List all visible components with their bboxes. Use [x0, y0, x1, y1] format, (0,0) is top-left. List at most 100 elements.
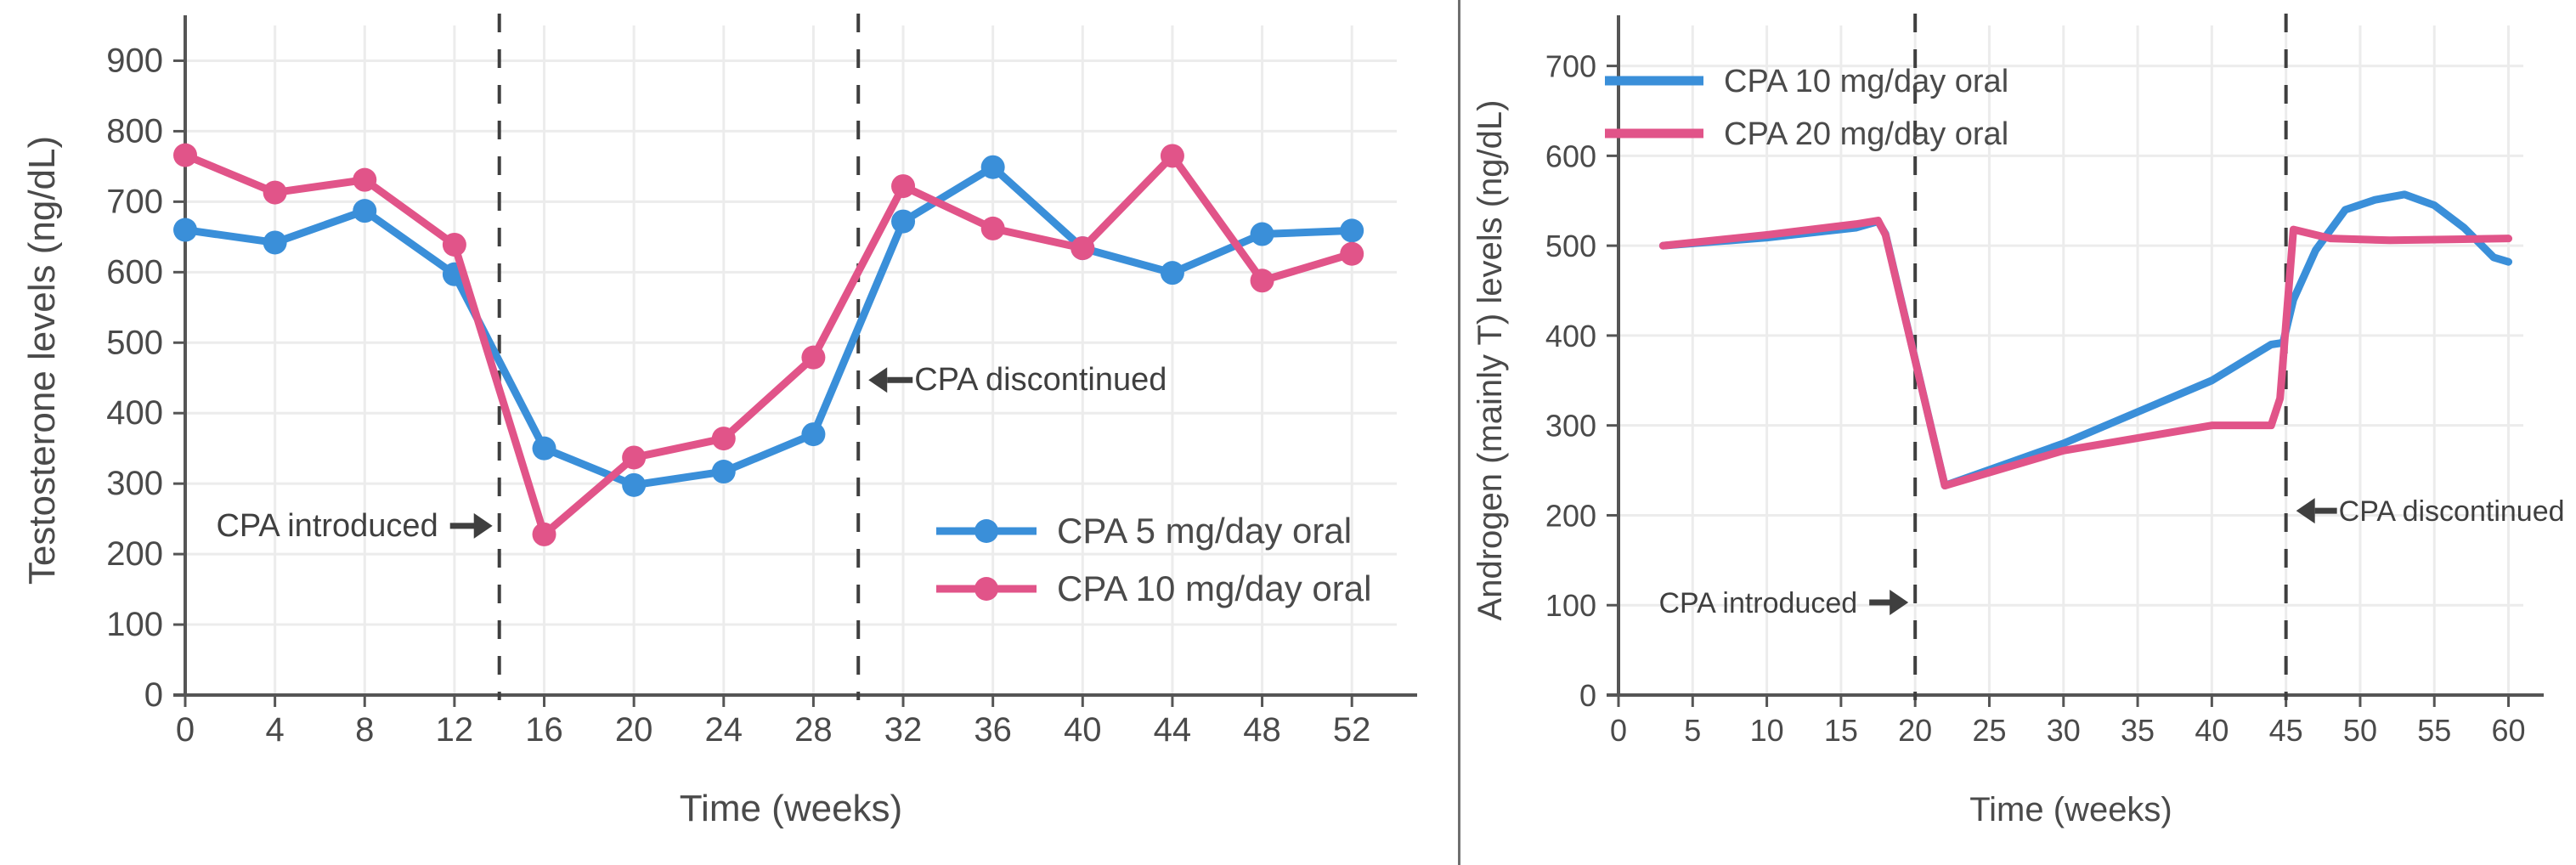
x-tick-label: 5 [1684, 713, 1701, 748]
arrow-left-icon [868, 367, 888, 393]
x-tick-label: 12 [436, 711, 474, 749]
x-tick-label: 40 [1064, 711, 1102, 749]
x-tick-label: 20 [615, 711, 653, 749]
tick-labels: 0 100 200 300 400 500 600 700 0 5 10 15 20 25 30 35 40 45… [1545, 49, 2526, 748]
x-tick-label: 35 [2121, 713, 2155, 748]
testosterone-chart-panel: 0 100 200 300 400 500 600 700 800 900 0 4 8 12 16 20 24 2… [21, 14, 1417, 829]
y-tick-label: 400 [1545, 319, 1596, 353]
x-tick-label: 55 [2417, 713, 2451, 748]
series-point [711, 460, 736, 484]
x-tick-label: 36 [974, 711, 1012, 749]
x-tick-label: 20 [1898, 713, 1932, 748]
y-tick-label: 0 [1579, 678, 1596, 713]
x-tick-label: 44 [1154, 711, 1192, 749]
legend-swatch-marker [974, 577, 998, 601]
axis-lines [173, 15, 1417, 697]
series-point [1250, 269, 1274, 293]
y-tick-label: 700 [1545, 49, 1596, 84]
x-tick-label: 16 [525, 711, 563, 749]
annotation-label: CPA introduced [1658, 587, 1857, 619]
x-tick-label: 30 [2047, 713, 2081, 748]
annotations: CPA introduced CPA discontinued [1658, 495, 2564, 619]
y-tick-label: 200 [106, 535, 163, 573]
series-point [532, 436, 556, 461]
series-point [622, 445, 647, 470]
legend-label: CPA 10 mg/day oral [1724, 64, 2008, 99]
y-tick-label: 0 [144, 676, 163, 714]
panel-divider [1458, 0, 1460, 865]
grid-lines [184, 25, 1397, 695]
series-point [980, 216, 1005, 240]
series-point [891, 209, 916, 234]
series-line [181, 163, 1356, 489]
annotations: CPA introduced CPA discontinued [216, 362, 1167, 544]
androgen-chart-panel: 0 100 200 300 400 500 600 700 0 5 10 15 20 25 30 35 40 45… [1460, 0, 2576, 865]
series-point [1160, 261, 1184, 286]
axis-lines [1607, 15, 2544, 697]
series-point [1340, 218, 1364, 243]
series-point [980, 155, 1005, 179]
series-line [181, 151, 1356, 539]
y-tick-label: 500 [1545, 229, 1596, 263]
x-tick-label: 52 [1333, 711, 1371, 749]
androgen-chart-svg: 0 100 200 300 400 500 600 700 0 5 10 15 20 25 30 35 40 45… [1472, 14, 2565, 828]
x-tick-label: 10 [1750, 713, 1784, 748]
legend-label: CPA 10 mg/day oral [1057, 568, 1371, 608]
y-tick-label: 600 [106, 253, 163, 291]
x-tick-label: 4 [266, 711, 285, 749]
y-tick-label: 200 [1545, 498, 1596, 533]
x-tick-label: 0 [1610, 713, 1627, 748]
series-point [532, 522, 556, 546]
x-tick-label: 50 [2343, 713, 2377, 748]
y-axis-title: Testosterone levels (ng/dL) [21, 136, 63, 585]
x-axis-title: Time (weeks) [1969, 791, 2172, 828]
annotation-label: CPA discontinued [2339, 495, 2565, 528]
series-point [1340, 241, 1364, 266]
x-tick-label: 40 [2195, 713, 2229, 748]
series-point [711, 427, 736, 451]
annotation-label: CPA discontinued [914, 362, 1167, 398]
event-vlines [497, 14, 861, 700]
series-point [801, 345, 826, 370]
x-tick-label: 48 [1243, 711, 1281, 749]
arrow-right-icon [1890, 590, 1909, 616]
y-tick-label: 600 [1545, 139, 1596, 173]
x-axis-title: Time (weeks) [680, 788, 902, 829]
series-group [1658, 190, 2513, 490]
series-point [353, 167, 377, 192]
series-point [173, 143, 197, 167]
series-point [442, 232, 466, 257]
arrow-left-icon [2296, 498, 2315, 524]
series-point [801, 422, 826, 447]
x-tick-label: 24 [705, 711, 743, 749]
legend-label: CPA 5 mg/day oral [1057, 511, 1352, 551]
series-point [1160, 144, 1184, 168]
y-tick-label: 300 [1545, 409, 1596, 444]
y-axis-title: Androgen (mainly T) levels (ng/dL) [1472, 100, 1509, 621]
x-tick-label: 60 [2492, 713, 2526, 748]
event-vlines [1913, 14, 2288, 700]
series-point [891, 174, 916, 199]
legend[interactable]: CPA 10 mg/day oral CPA 20 mg/day oral [1605, 64, 2008, 152]
series-line [1658, 217, 2513, 490]
x-tick-label: 8 [355, 711, 374, 749]
x-tick-label: 28 [794, 711, 833, 749]
y-tick-label: 100 [1545, 588, 1596, 623]
series-group [173, 143, 1364, 546]
y-tick-label: 800 [106, 112, 163, 150]
series-point [353, 199, 377, 223]
arrow-right-icon [473, 512, 493, 539]
x-tick-label: 25 [1972, 713, 2006, 748]
series-point [622, 472, 647, 497]
series-point [1250, 222, 1274, 246]
y-tick-label: 400 [106, 394, 163, 432]
annotation-label: CPA introduced [216, 508, 438, 544]
legend[interactable]: CPA 5 mg/day oral CPA 10 mg/day oral [936, 511, 1371, 608]
series-point [263, 180, 287, 205]
y-tick-label: 700 [106, 183, 163, 220]
y-tick-label: 100 [106, 606, 163, 643]
y-tick-label: 300 [106, 465, 163, 502]
y-tick-label: 500 [106, 324, 163, 361]
